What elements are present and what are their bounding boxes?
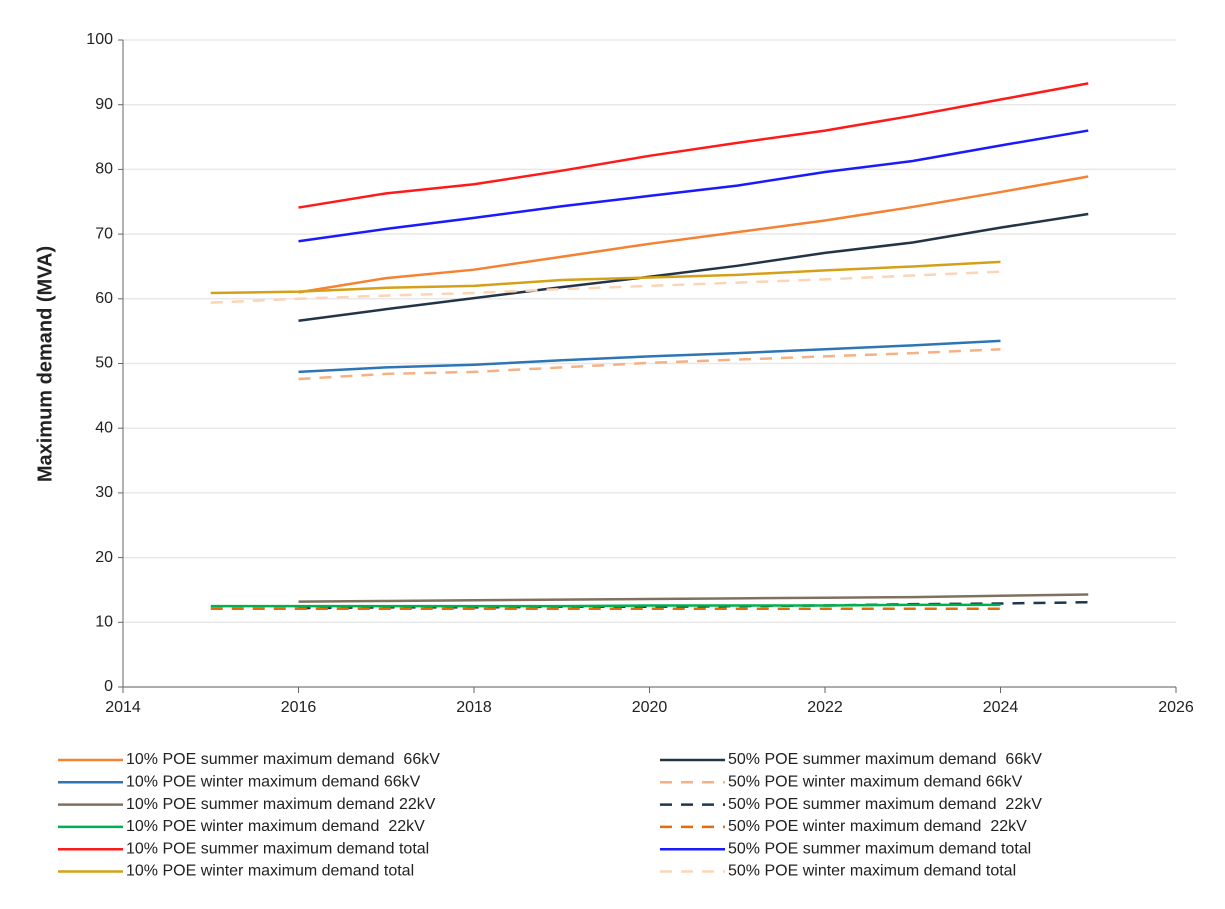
y-tick-label: 20 xyxy=(95,549,113,566)
y-tick-label: 60 xyxy=(95,290,113,307)
legend-label: 50% POE summer maximum demand 22kV xyxy=(728,796,1042,813)
y-axis-label: Maximum demand (MVA) xyxy=(34,246,56,482)
x-tick-label: 2018 xyxy=(456,699,492,716)
x-tick-label: 2024 xyxy=(983,699,1019,716)
series-line xyxy=(210,603,1001,608)
x-tick-label: 2022 xyxy=(807,699,843,716)
series-line xyxy=(210,260,1001,295)
series-line xyxy=(298,212,1089,323)
y-tick-label: 50 xyxy=(95,355,113,372)
series-line xyxy=(298,339,1001,374)
legend-label: 10% POE summer maximum demand total xyxy=(126,840,429,857)
x-tick-label: 2016 xyxy=(281,699,317,716)
y-tick-label: 100 xyxy=(86,31,113,48)
series-line xyxy=(298,175,1089,294)
x-tick-label: 2014 xyxy=(105,699,141,716)
legend-label: 10% POE winter maximum demand 66kV xyxy=(126,774,421,791)
y-tick-label: 40 xyxy=(95,419,113,436)
series-line xyxy=(298,593,1089,603)
legend-label: 10% POE summer maximum demand 66kV xyxy=(126,751,440,768)
legend-label: 10% POE summer maximum demand 22kV xyxy=(126,796,436,813)
y-tick-label: 0 xyxy=(104,678,113,695)
legend-label: 50% POE summer maximum demand total xyxy=(728,840,1031,857)
y-tick-label: 80 xyxy=(95,161,113,178)
series-line xyxy=(298,82,1089,209)
legend-label: 50% POE summer maximum demand 66kV xyxy=(728,751,1042,768)
x-tick-label: 2026 xyxy=(1158,699,1194,716)
y-tick-label: 10 xyxy=(95,614,113,631)
legend-label: 50% POE winter maximum demand 66kV xyxy=(728,774,1023,791)
y-tick-label: 70 xyxy=(95,225,113,242)
legend-label: 10% POE winter maximum demand 22kV xyxy=(126,818,425,835)
legend-label: 50% POE winter maximum demand 22kV xyxy=(728,818,1027,835)
series-line xyxy=(298,129,1089,243)
legend-label: 10% POE winter maximum demand total xyxy=(126,863,414,880)
y-tick-label: 30 xyxy=(95,484,113,501)
y-tick-label: 90 xyxy=(95,96,113,113)
legend-label: 50% POE winter maximum demand total xyxy=(728,863,1016,880)
series-line xyxy=(210,270,1001,304)
x-tick-label: 2020 xyxy=(632,699,668,716)
